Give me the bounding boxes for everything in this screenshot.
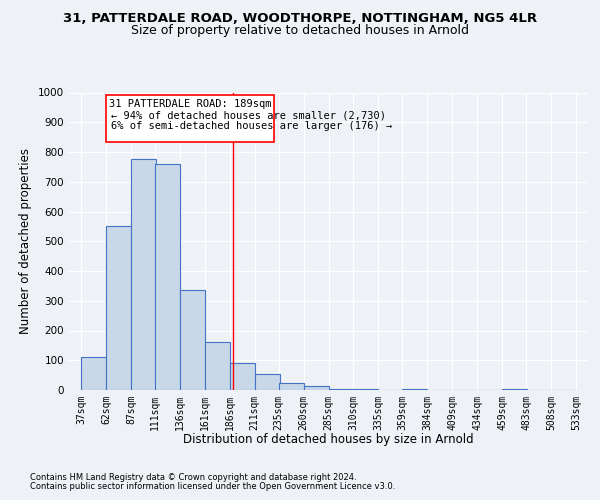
Bar [131, 160, 156, 390]
Text: Contains public sector information licensed under the Open Government Licence v3: Contains public sector information licen… [30, 482, 395, 491]
Y-axis label: Number of detached properties: Number of detached properties [19, 148, 32, 334]
Text: 31, PATTERDALE ROAD, WOODTHORPE, NOTTINGHAM, NG5 4LR: 31, PATTERDALE ROAD, WOODTHORPE, NOTTING… [63, 12, 537, 26]
Bar [278, 382, 304, 390]
Bar [304, 386, 329, 390]
Bar [155, 164, 180, 390]
Bar [205, 342, 230, 390]
Bar [353, 388, 379, 390]
Text: Contains HM Land Registry data © Crown copyright and database right 2024.: Contains HM Land Registry data © Crown c… [30, 472, 356, 482]
Bar [106, 226, 131, 390]
Bar [502, 388, 527, 390]
Text: 31 PATTERDALE ROAD: 189sqm: 31 PATTERDALE ROAD: 189sqm [109, 100, 271, 110]
Bar [329, 388, 353, 390]
Text: Size of property relative to detached houses in Arnold: Size of property relative to detached ho… [131, 24, 469, 37]
Text: 6% of semi-detached houses are larger (176) →: 6% of semi-detached houses are larger (1… [111, 122, 392, 132]
Bar [254, 374, 280, 390]
Text: Distribution of detached houses by size in Arnold: Distribution of detached houses by size … [184, 432, 474, 446]
Bar [230, 363, 254, 390]
Bar [403, 388, 427, 390]
Bar [81, 358, 106, 390]
Text: ← 94% of detached houses are smaller (2,730): ← 94% of detached houses are smaller (2,… [111, 110, 386, 120]
Bar [180, 290, 205, 390]
